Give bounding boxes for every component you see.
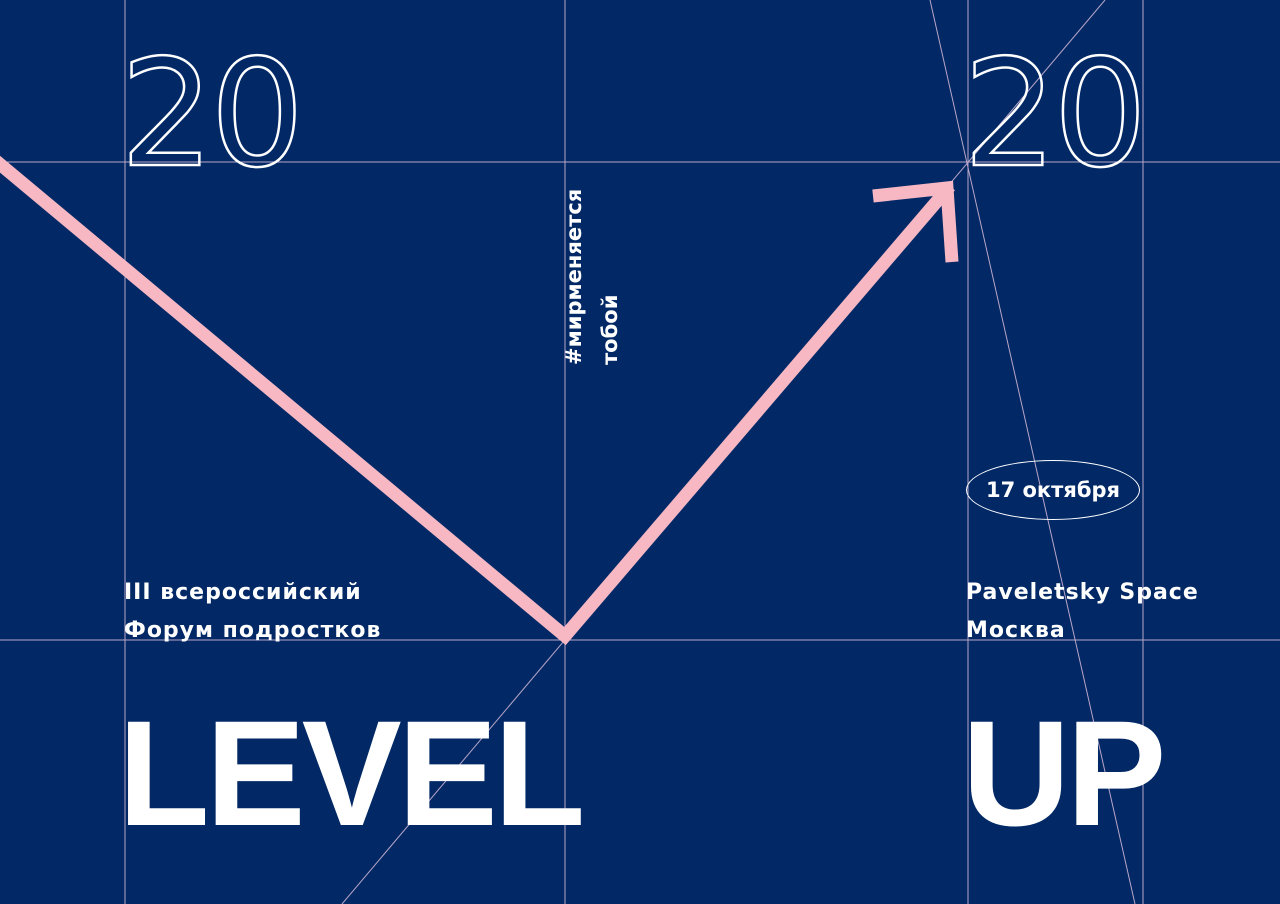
date-badge: 17 октября <box>966 460 1140 520</box>
arrow-icon <box>0 155 959 646</box>
forum-line1: III всероссийский <box>124 580 362 605</box>
year-left: 20 <box>119 28 306 200</box>
diagonal-line <box>929 0 1136 904</box>
hashtag-line1: #мирменяется <box>562 188 586 365</box>
venue: Paveletsky Space <box>966 580 1199 605</box>
title-left: LEVEL <box>118 689 585 857</box>
title-right: UP <box>962 689 1166 857</box>
year-right: 20 <box>962 28 1149 200</box>
city: Москва <box>966 618 1066 643</box>
hashtag: #мирменяется тобой <box>556 160 626 370</box>
forum-line2: Форум подростков <box>124 618 382 643</box>
forum-subtitle: III всероссийский Форум подростков <box>124 574 381 650</box>
venue-info: Paveletsky Space Москва <box>966 574 1199 650</box>
hashtag-line2: тобой <box>598 294 622 365</box>
